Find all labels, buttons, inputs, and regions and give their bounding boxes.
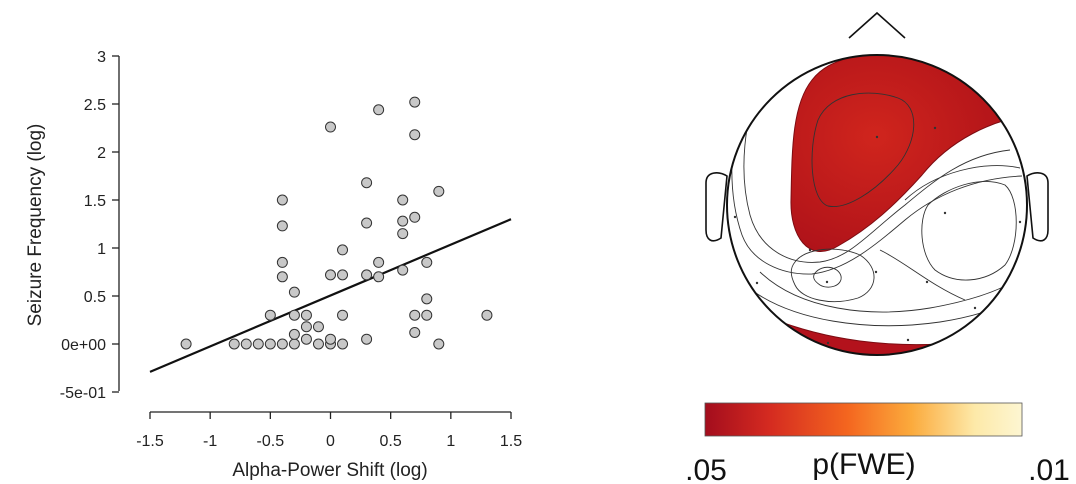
data-point [409,96,421,108]
y-tick-label: 2.5 [84,97,106,114]
data-point [373,271,385,283]
head-outline [726,54,1028,356]
x-tick-label: -1 [203,433,217,450]
data-point [361,217,373,229]
colorbar: .05 p(FWE) .01 [685,402,1070,484]
data-point [252,338,264,350]
electrode-dot [973,306,977,310]
electrode-dot [995,108,999,112]
y-tick-label: 3 [97,49,106,66]
electrode-dot [906,338,910,342]
data-points [180,96,493,350]
data-point [373,104,385,116]
data-point [288,328,300,340]
y-tick-label: 0.5 [84,289,106,306]
x-tick-label: -1.5 [136,433,164,450]
regression-line [149,218,512,373]
x-tick-label: 1 [446,433,455,450]
data-point [264,309,276,321]
colorbar-gradient [704,402,1023,437]
data-point [421,309,433,321]
data-point [433,185,445,197]
y-tick-label: 1 [97,241,106,258]
data-point [264,338,276,350]
scatter-plot: -5e-01 0e+00 0.5 1 1.5 2 2.5 3 -1.5 -1 -0.5 0 0.5 1 1… [25,49,522,481]
data-point [300,321,312,333]
data-point [325,121,336,133]
y-tick-label: 1.5 [84,193,106,210]
electrode-dot [808,248,812,252]
nose-shape [848,11,906,39]
y-tick-label: -5e-01 [60,385,106,402]
data-point [276,271,288,283]
data-point [337,269,349,281]
data-point [361,269,373,281]
electrode-dot [943,211,947,215]
y-tick-label: 0e+00 [61,337,106,354]
data-point [276,256,288,268]
data-point [373,256,385,268]
electrode-dot [733,215,737,219]
electrode-dot [828,55,832,57]
data-point [421,293,433,305]
data-point [312,321,324,333]
electrode-dot [874,270,878,274]
data-point [325,269,336,281]
x-tick-label: 0 [326,433,335,450]
data-point [180,338,192,350]
left-ear-shape [705,172,728,242]
data-point [337,309,349,321]
electrode-dot [875,135,879,139]
data-point [276,220,288,232]
data-point [361,177,373,189]
data-point [288,286,300,298]
data-point [409,326,421,338]
data-point [409,211,421,223]
right-ear-shape [1026,172,1049,242]
data-point [481,309,493,321]
data-point [300,309,312,321]
electrode-dot [826,341,830,345]
data-point [421,256,433,268]
data-point [228,338,240,350]
electrode-dot [755,281,759,285]
data-point [288,338,300,350]
data-point [397,264,409,276]
data-point [337,338,349,350]
eeg-topography-map [705,11,1049,356]
electrode-dot [1018,220,1022,224]
x-tick-label: 1.5 [500,433,522,450]
y-ticks: -5e-01 0e+00 0.5 1 1.5 2 2.5 3 [60,49,119,402]
data-point [337,244,349,256]
data-point [300,333,312,345]
electrode-dot [755,108,759,112]
colorbar-left-label: .05 [685,454,727,484]
data-point [361,333,373,345]
colorbar-title: p(FWE) [812,448,915,481]
x-ticks: -1.5 -1 -0.5 0 0.5 1 1.5 [136,412,522,450]
electrode-dot [933,126,937,130]
x-tick-label: 0.5 [380,433,402,450]
data-point [409,129,421,141]
data-point [433,338,445,350]
electrode-dot [825,280,829,284]
data-point [276,194,288,206]
data-point [288,309,300,321]
data-point [312,338,324,350]
data-point [409,309,421,321]
x-axis-title: Alpha-Power Shift (log) [232,460,427,481]
data-point [325,333,336,345]
colorbar-right-label: .01 [1028,454,1070,484]
data-point [276,338,288,350]
data-point [240,338,252,350]
y-axis-title: Seizure Frequency (log) [25,124,46,327]
data-point [397,215,409,227]
electrode-dot [925,280,929,284]
y-tick-label: 2 [97,145,106,162]
data-point [397,228,409,240]
x-tick-label: -0.5 [257,433,285,450]
data-point [397,194,409,206]
